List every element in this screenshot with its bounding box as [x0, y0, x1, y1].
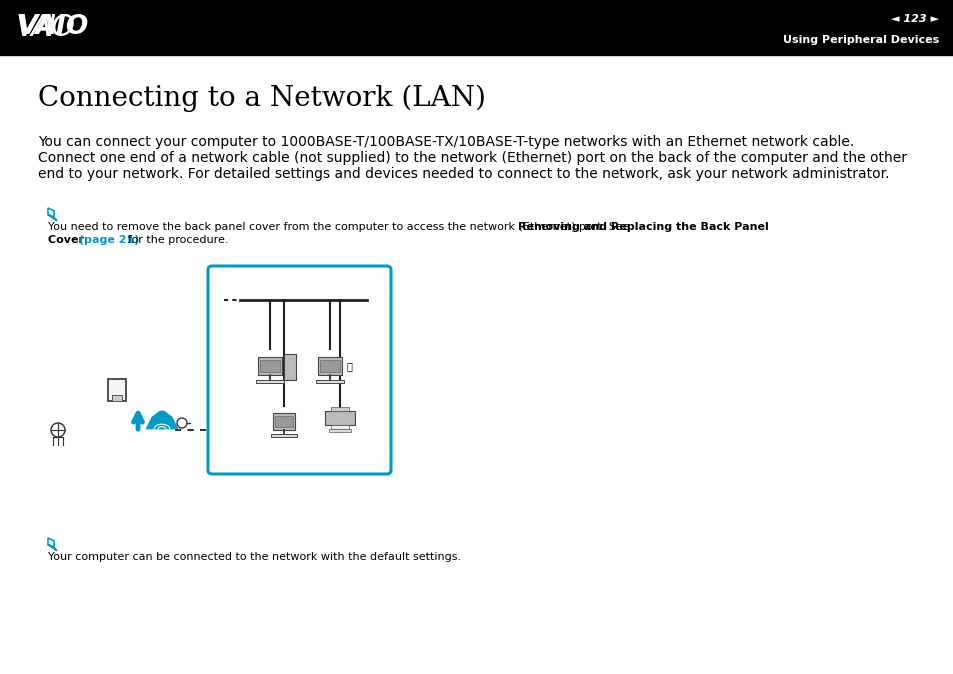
Text: VAIO: VAIO	[18, 15, 90, 40]
Polygon shape	[146, 411, 178, 429]
FancyBboxPatch shape	[208, 266, 391, 474]
Text: Using Peripheral Devices: Using Peripheral Devices	[781, 34, 938, 44]
FancyBboxPatch shape	[108, 379, 126, 401]
Text: 🔧: 🔧	[346, 361, 352, 371]
Text: You need to remove the back panel cover from the computer to access the network : You need to remove the back panel cover …	[48, 222, 633, 232]
FancyBboxPatch shape	[274, 416, 293, 427]
Text: $\mathbf{\mathit{V\!A\!I\!O}}$: $\mathbf{\mathit{V\!A\!I\!O}}$	[15, 13, 75, 42]
FancyBboxPatch shape	[273, 413, 295, 430]
FancyBboxPatch shape	[324, 411, 355, 425]
Text: (page 21): (page 21)	[78, 235, 139, 245]
Text: Connect one end of a network cable (not supplied) to the network (Ethernet) port: Connect one end of a network cable (not …	[38, 151, 906, 165]
FancyBboxPatch shape	[260, 360, 279, 372]
FancyBboxPatch shape	[257, 357, 282, 375]
Text: Connecting to a Network (LAN): Connecting to a Network (LAN)	[38, 85, 485, 113]
FancyBboxPatch shape	[331, 425, 349, 429]
FancyBboxPatch shape	[320, 360, 339, 372]
FancyBboxPatch shape	[329, 429, 351, 431]
Text: Removing and Replacing the Back Panel: Removing and Replacing the Back Panel	[517, 222, 767, 232]
FancyBboxPatch shape	[271, 434, 297, 437]
Text: ◄ 123 ►: ◄ 123 ►	[890, 14, 938, 24]
FancyBboxPatch shape	[331, 407, 349, 411]
Text: Your computer can be connected to the network with the default settings.: Your computer can be connected to the ne…	[48, 552, 460, 562]
Bar	[0, 0, 953, 55]
FancyBboxPatch shape	[255, 379, 284, 383]
FancyBboxPatch shape	[315, 379, 344, 383]
FancyBboxPatch shape	[284, 355, 295, 380]
FancyBboxPatch shape	[112, 395, 122, 401]
Text: You can connect your computer to 1000BASE-T/100BASE-TX/10BASE-T-type networks wi: You can connect your computer to 1000BAS…	[38, 135, 853, 149]
Text: for the procedure.: for the procedure.	[125, 235, 229, 245]
FancyBboxPatch shape	[317, 357, 342, 375]
Text: end to your network. For detailed settings and devices needed to connect to the : end to your network. For detailed settin…	[38, 167, 888, 181]
Text: Cover: Cover	[48, 235, 88, 245]
